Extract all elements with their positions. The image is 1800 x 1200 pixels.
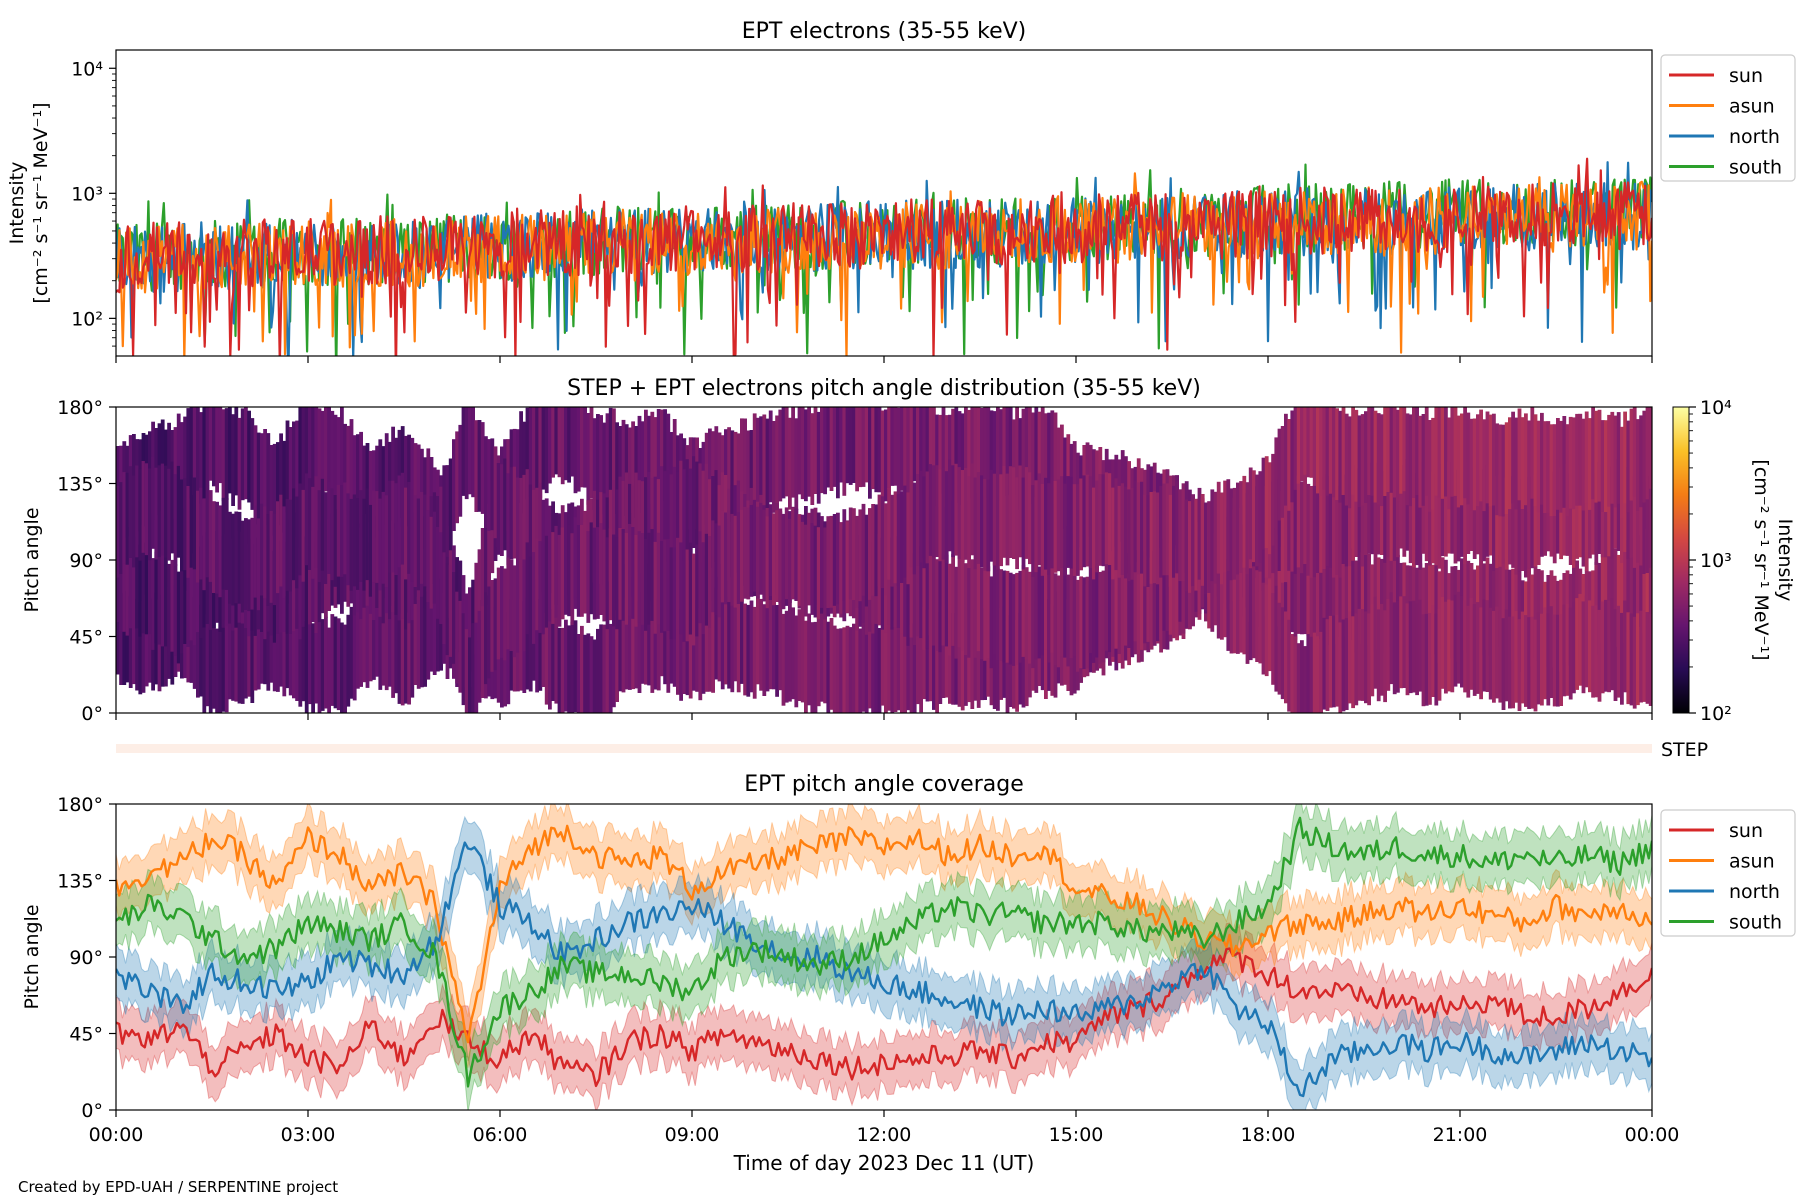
step-strip: STEP	[116, 739, 1708, 761]
coverage-y-ticks: 0° 45° 90° 135° 180°	[57, 794, 116, 1122]
coverage-x-tick-label: 12:00	[857, 1124, 912, 1146]
colorbar: 10² 10³ 10⁴ Intensity [cm⁻² s⁻¹ sr⁻¹ MeV⁻¹…	[1673, 397, 1796, 725]
step-strip-band	[116, 744, 1652, 753]
pad-y-tick-label: 0°	[81, 703, 103, 725]
colorbar-label-line2: [cm⁻² s⁻¹ sr⁻¹ MeV⁻¹]	[1750, 459, 1772, 660]
intensity-legend: sun asun north south	[1661, 55, 1795, 181]
coverage-x-tick-label: 03:00	[281, 1124, 336, 1146]
intensity-y-label-line2: [cm⁻² s⁻¹ sr⁻¹ MeV⁻¹]	[30, 102, 52, 303]
coverage-x-tick-label: 09:00	[665, 1124, 720, 1146]
pad-y-tick-label: 180°	[57, 397, 103, 419]
coverage-x-tick-label: 18:00	[1241, 1124, 1296, 1146]
intensity-y-tick-label: 10⁴	[71, 58, 103, 80]
intensity-panel-title: EPT electrons (35-55 keV)	[742, 19, 1027, 44]
coverage-legend-label-north: north	[1729, 881, 1780, 903]
pad-y-label: Pitch angle	[21, 507, 43, 612]
coverage-legend-label-asun: asun	[1729, 851, 1775, 873]
coverage-legend-label-south: south	[1729, 912, 1782, 934]
intensity-legend-label-south: south	[1729, 157, 1782, 179]
intensity-legend-label-north: north	[1729, 126, 1780, 148]
coverage-y-tick-label: 0°	[81, 1100, 103, 1122]
intensity-y-label-line1: Intensity	[6, 162, 28, 245]
coverage-x-tick-label: 06:00	[473, 1124, 528, 1146]
intensity-lines	[116, 159, 1652, 375]
coverage-x-tick-label: 21:00	[1433, 1124, 1488, 1146]
coverage-legend: sun asun north south	[1661, 810, 1795, 936]
intensity-y-ticks: 10² 10³ 10⁴	[71, 58, 116, 346]
intensity-y-tick-label: 10²	[71, 308, 103, 330]
colorbar-tick-label: 10³	[1700, 550, 1732, 572]
coverage-y-label: Pitch angle	[21, 904, 43, 1009]
pad-y-tick-label: 45°	[69, 627, 103, 649]
pad-panel: STEP + EPT electrons pitch angle distrib…	[21, 376, 1796, 725]
coverage-y-tick-label: 180°	[57, 794, 103, 816]
coverage-y-tick-label: 90°	[69, 947, 103, 969]
figure: EPT electrons (35-55 keV) 10² 10³ 10⁴ Inte…	[0, 0, 1800, 1200]
pad-y-tick-label: 90°	[69, 550, 103, 572]
pad-heatmap	[116, 407, 1653, 713]
colorbar-tick-label: 10²	[1700, 703, 1732, 725]
coverage-y-tick-label: 45°	[69, 1024, 103, 1046]
intensity-series-north	[116, 162, 1652, 372]
intensity-legend-label-sun: sun	[1729, 65, 1763, 87]
coverage-x-tick-label: 00:00	[89, 1124, 144, 1146]
colorbar-gradient	[1673, 407, 1689, 713]
intensity-panel: EPT electrons (35-55 keV) 10² 10³ 10⁴ Inte…	[6, 19, 1795, 375]
coverage-legend-label-sun: sun	[1729, 820, 1763, 842]
coverage-y-tick-label: 135°	[57, 871, 103, 893]
colorbar-ticks: 10² 10³ 10⁴	[1689, 397, 1732, 725]
pad-y-tick-label: 135°	[57, 474, 103, 496]
coverage-x-tick-label: 00:00	[1625, 1124, 1680, 1146]
intensity-x-ticks	[116, 356, 1652, 363]
coverage-panel: EPT pitch angle coverage 0° 45° 90° 135° 180…	[21, 772, 1795, 1175]
intensity-y-tick-label: 10³	[71, 183, 103, 205]
pad-y-ticks: 0° 45° 90° 135° 180°	[57, 397, 116, 725]
coverage-x-tick-label: 15:00	[1049, 1124, 1104, 1146]
footer-credit: Created by EPD-UAH / SERPENTINE project	[18, 1178, 338, 1196]
coverage-x-ticks: 00:00 03:00 06:00 09:00 12:00 15:00 18:00 21:00…	[89, 1110, 1680, 1146]
coverage-panel-title: EPT pitch angle coverage	[744, 772, 1024, 797]
pad-panel-title: STEP + EPT electrons pitch angle distrib…	[567, 376, 1201, 401]
coverage-x-label: Time of day 2023 Dec 11 (UT)	[733, 1151, 1035, 1175]
intensity-legend-label-asun: asun	[1729, 96, 1775, 118]
colorbar-label-line1: Intensity	[1774, 519, 1796, 602]
step-strip-label: STEP	[1661, 739, 1708, 761]
pad-x-ticks	[116, 713, 1652, 720]
colorbar-tick-label: 10⁴	[1700, 397, 1732, 419]
